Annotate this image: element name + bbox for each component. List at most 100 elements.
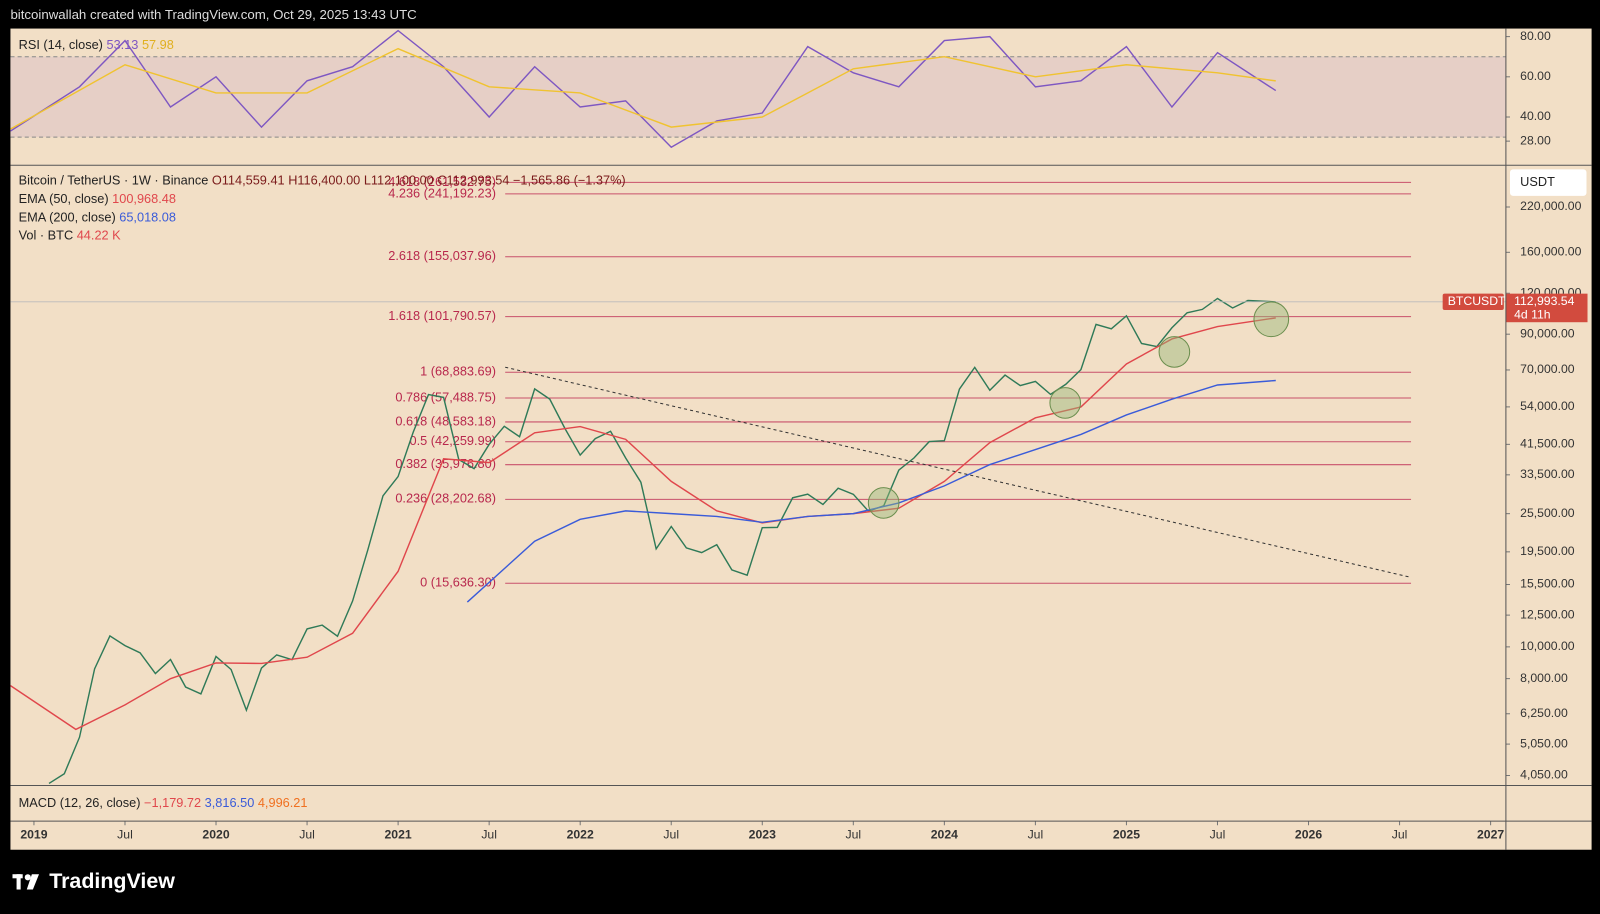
macd-signal: 3,816.50 <box>205 795 255 810</box>
x-tick-label: Jul <box>481 828 497 842</box>
y-tick-label: 40.00 <box>1520 109 1551 123</box>
ema50-name: EMA (50, close) <box>19 191 109 206</box>
close: C112,993.54 <box>437 173 509 188</box>
fib-label: 2.618 (155,037.96) <box>388 248 496 263</box>
highlight-circle <box>867 487 900 519</box>
x-tick-label: Jul <box>1392 828 1408 842</box>
y-tick-label: 220,000.00 <box>1520 199 1581 213</box>
x-tick-label: Jul <box>1210 828 1226 842</box>
series-line <box>466 379 1276 603</box>
price-tag-box <box>1505 293 1588 323</box>
ema200-value: 65,018.08 <box>119 210 176 225</box>
x-tick-label: 2024 <box>931 828 958 842</box>
fib-label: 0 (15,636.30) <box>420 575 496 590</box>
y-tick-label: 33,500.00 <box>1520 467 1575 481</box>
rsi-pane: 80.00 60.00 40.00 28.00 <box>10 29 1551 149</box>
macd-name: MACD (12, 26, close) <box>19 795 141 810</box>
y-tick-label: 4,050.00 <box>1520 768 1568 782</box>
macd-legend: MACD (12, 26, close) −1,179.72 3,816.50 … <box>19 795 308 810</box>
rsi-ma-value: 57.98 <box>142 37 174 52</box>
y-tick-label: 160,000.00 <box>1520 245 1581 259</box>
y-tick-label: 5,050.00 <box>1520 736 1568 750</box>
fib-label: 4.618 (261,532.75) <box>388 174 496 189</box>
low: L112,100.00 <box>364 173 434 188</box>
price-tag-symbol-box <box>1442 293 1504 310</box>
y-tick-label: 8,000.00 <box>1520 671 1568 685</box>
x-tick-label: Jul <box>1028 828 1044 842</box>
fib-label: 0.5 (42,259.99) <box>410 433 496 448</box>
y-tick-label: 28.00 <box>1520 133 1551 147</box>
x-tick-label: Jul <box>845 828 861 842</box>
y-tick-label: 12,500.00 <box>1520 607 1575 621</box>
x-tick-label: 2023 <box>749 828 776 842</box>
y-tick-label: 25,500.00 <box>1520 506 1575 520</box>
series-line <box>10 47 1276 130</box>
x-tick-label: 2021 <box>384 828 411 842</box>
chart-frame <box>10 28 1592 850</box>
open: O114,559.41 <box>212 173 285 188</box>
price-pane: 220,000.00160,000.00120,000.0090,000.007… <box>10 174 1588 842</box>
fib-label: 4.236 (241,192.23) <box>388 185 496 200</box>
highlight-circle <box>1158 336 1191 368</box>
highlight-circle <box>1049 387 1082 419</box>
brand: TradingView <box>49 869 175 893</box>
change: −1,565.86 (−1.37%) <box>513 173 626 188</box>
y-tick-label: 6,250.00 <box>1520 706 1568 720</box>
fib-label: 0.618 (48,583.18) <box>395 413 496 428</box>
trendline <box>505 366 1412 578</box>
y-tick-label: 90,000.00 <box>1520 326 1575 340</box>
y-tick-label: 15,500.00 <box>1520 577 1575 591</box>
symbol-legend: Bitcoin / TetherUS · 1W · Binance O114,5… <box>19 173 626 188</box>
y-tick-label: 41,500.00 <box>1520 437 1575 451</box>
macd-histogram: 4,996.21 <box>258 795 308 810</box>
series-line <box>10 29 1277 149</box>
currency-label[interactable]: USDT <box>1520 174 1555 189</box>
fib-label: 1.618 (101,790.57) <box>388 308 496 323</box>
series-line <box>10 317 1276 731</box>
volume-legend: Vol · BTC 44.22 K <box>19 228 122 243</box>
series-group <box>10 297 1276 785</box>
rsi-name: RSI (14, close) <box>19 37 103 52</box>
highlight-circle <box>1253 301 1290 338</box>
x-tick-label: Jul <box>663 828 679 842</box>
x-tick-label: 2022 <box>567 828 594 842</box>
fib-label: 0.236 (28,202.68) <box>395 491 496 506</box>
y-tick-label: 10,000.00 <box>1520 639 1575 653</box>
ema200-name: EMA (200, close) <box>19 210 116 225</box>
price-tag-countdown: 4d 11h <box>1514 307 1551 321</box>
ema50-value: 100,968.48 <box>112 191 176 206</box>
y-tick-label: 60.00 <box>1520 69 1551 83</box>
attribution: bitcoinwallah created with TradingView.c… <box>10 7 417 22</box>
macd-value: −1,179.72 <box>144 795 201 810</box>
currency-button[interactable] <box>1509 169 1587 196</box>
y-tick-label: 80.00 <box>1520 29 1551 43</box>
rsi-legend: RSI (14, close) 53.13 57.98 <box>19 37 174 52</box>
y-tick-label: 19,500.00 <box>1520 544 1575 558</box>
price-tag-symbol: BTCUSDT <box>1448 294 1506 308</box>
series-line <box>48 297 1276 785</box>
rsi-band <box>10 56 1506 138</box>
rsi-value: 53.13 <box>106 37 138 52</box>
fib-label: 0.786 (57,488.75) <box>395 389 496 404</box>
y-tick-label: 54,000.00 <box>1520 399 1575 413</box>
ema50-legend: EMA (50, close) 100,968.48 <box>19 191 176 206</box>
y-tick-label: 70,000.00 <box>1520 362 1575 376</box>
x-tick-label: 2027 <box>1477 828 1504 842</box>
x-tick-label: Jul <box>299 828 315 842</box>
high: H116,400.00 <box>288 173 360 188</box>
volume-value: 44.22 K <box>77 228 121 243</box>
fib-label: 1 (68,883.69) <box>420 364 496 379</box>
symbol-name: Bitcoin / TetherUS · 1W · Binance <box>19 173 209 188</box>
x-tick-label: Jul <box>117 828 133 842</box>
price-tag-price: 112,993.54 <box>1514 294 1575 308</box>
x-tick-label: 2026 <box>1295 828 1322 842</box>
brand-logo <box>12 874 40 890</box>
x-tick-label: 2020 <box>202 828 229 842</box>
series-group <box>10 29 1277 149</box>
volume-name: Vol · BTC <box>19 228 74 243</box>
x-tick-label: 2025 <box>1113 828 1140 842</box>
ema200-legend: EMA (200, close) 65,018.08 <box>19 210 176 225</box>
x-tick-label: 2019 <box>20 828 47 842</box>
